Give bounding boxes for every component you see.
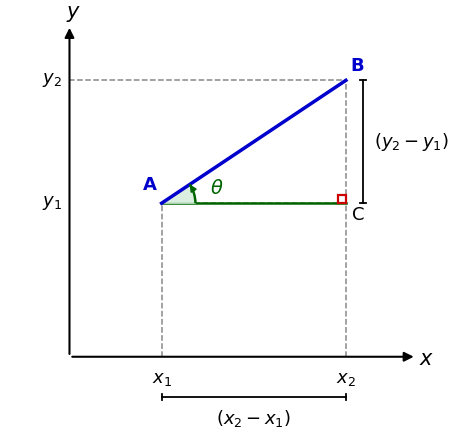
Text: x: x — [419, 349, 432, 369]
Text: $x_2$: $x_2$ — [336, 370, 356, 388]
Text: B: B — [351, 57, 365, 75]
Text: $y_2$: $y_2$ — [42, 71, 62, 89]
Text: $\theta$: $\theta$ — [210, 179, 224, 198]
Text: y: y — [67, 2, 79, 22]
Text: C: C — [352, 206, 365, 224]
Text: $x_1$: $x_1$ — [152, 370, 172, 388]
Text: $(y_2 - y_1)$: $(y_2 - y_1)$ — [374, 131, 449, 153]
Text: A: A — [143, 176, 157, 194]
Text: $(x_2 - x_1)$: $(x_2 - x_1)$ — [216, 408, 291, 429]
Polygon shape — [162, 184, 195, 203]
Text: $y_1$: $y_1$ — [42, 194, 62, 212]
